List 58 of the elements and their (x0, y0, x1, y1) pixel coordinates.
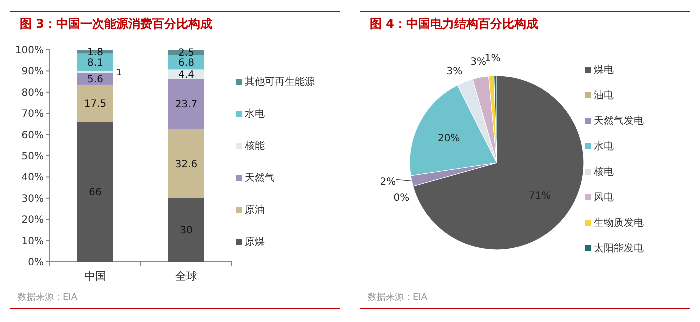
bar (78, 122, 114, 262)
y-tick-label: 60% (22, 130, 44, 142)
data-label: 71% (528, 191, 552, 202)
y-tick-label: 100% (15, 46, 44, 56)
bar (168, 79, 204, 130)
bar (168, 129, 204, 198)
y-tick-label: 70% (22, 109, 44, 120)
data-label: 5.6 (88, 74, 104, 86)
data-label: 1.8 (88, 47, 104, 58)
legend-label: 水电 (245, 108, 265, 120)
data-label: 8.1 (88, 58, 104, 69)
x-tick-label: 全球 (176, 270, 198, 283)
bar (78, 84, 114, 122)
data-label: 1% (484, 54, 501, 65)
source-note: 数据来源：EIA (368, 292, 428, 303)
legend-label: 油电 (594, 90, 614, 102)
y-tick-label: 50% (22, 152, 44, 162)
data-label: 17.5 (84, 99, 107, 110)
source-note: 数据来源：EIA (18, 292, 78, 303)
bar (78, 50, 114, 54)
x-tick-label: 中国 (84, 270, 106, 283)
legend-label: 天然气发电 (594, 115, 644, 127)
legend-label: 生物质发电 (594, 217, 644, 229)
data-label: 23.7 (175, 100, 198, 111)
bar (168, 198, 204, 262)
legend-label: 核能 (244, 140, 265, 152)
data-label: 4.4 (178, 70, 194, 81)
legend-label: 煤电 (594, 64, 614, 76)
data-label: 3% (470, 57, 486, 68)
data-label: 2% (380, 177, 396, 188)
data-label: 6.8 (178, 58, 194, 70)
legend-label: 太阳能发电 (594, 242, 644, 254)
chart-title: 图 4：中国电力结构百分比构成 (370, 17, 539, 31)
data-label: 2.5 (178, 48, 194, 60)
pie-slice (412, 76, 584, 250)
legend-label: 天然气 (245, 172, 275, 184)
legend-label: 原煤 (245, 236, 265, 248)
text: 0% (394, 193, 410, 204)
bar (78, 70, 114, 74)
legend-label: 原油 (245, 204, 265, 216)
y-tick-label: 90% (22, 66, 44, 78)
legend-label: 风电 (594, 192, 614, 204)
y-tick-label: 40% (22, 172, 44, 184)
y-tick-label: 10% (22, 236, 44, 248)
data-label: 20% (438, 134, 460, 145)
y-tick-label: 20% (22, 215, 44, 226)
legend-label: 水电 (594, 140, 614, 152)
legend-label: 核电 (593, 166, 614, 178)
chart-title: 图 3：中国一次能源消费百分比构成 (20, 17, 213, 31)
y-tick-label: 30% (22, 194, 44, 205)
data-label: 30 (180, 226, 193, 237)
legend-label: 其他可再生能源 (245, 76, 315, 88)
y-tick-label: 0% (28, 258, 44, 268)
data-label: 1 (116, 68, 122, 79)
data-label: 3% (446, 66, 463, 78)
y-tick-label: 80% (22, 88, 44, 99)
data-label: 66 (89, 188, 102, 199)
data-label: 32.6 (175, 159, 198, 170)
